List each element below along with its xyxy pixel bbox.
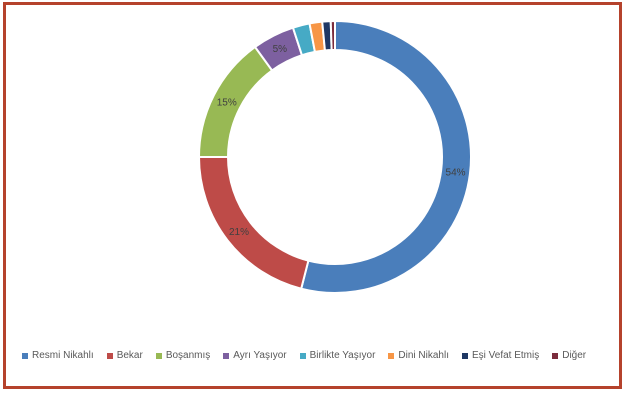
- legend-swatch: [223, 352, 230, 359]
- slice-1: [299, 19, 472, 294]
- legend-swatch: [388, 352, 395, 359]
- legend-swatch: [299, 352, 306, 359]
- data-label-1: 54%: [446, 168, 466, 179]
- legend-item-8: Diğer: [552, 350, 586, 361]
- data-label-3: 15%: [217, 97, 237, 108]
- legend-label: Resmi Nikahlı: [32, 350, 94, 361]
- slice-2: [197, 156, 310, 290]
- slice-8: [329, 19, 336, 52]
- donut-slices: [197, 19, 472, 294]
- legend-item-3: Boşanmış: [155, 350, 211, 361]
- legend-swatch: [22, 352, 28, 359]
- legend-item-6: Dini Nikahlı: [388, 350, 449, 361]
- chart-legend: Resmi Nikahlı Bekar Boşanmış Ayrı Yaşıyor Bi…: [22, 350, 612, 361]
- legend-item-7: Eşi Vefat Etmiş: [461, 350, 540, 361]
- legend-label: Diğer: [562, 350, 587, 361]
- legend-label: Ayrı Yaşıyor: [233, 350, 287, 361]
- legend-item-2: Bekar: [106, 350, 143, 361]
- chart-frame: [3, 2, 622, 389]
- legend-label: Birlikte Yaşıyor: [309, 350, 376, 361]
- data-labels: 54% 21% 15% 5%: [217, 44, 466, 238]
- legend-swatch: [552, 352, 559, 359]
- legend-swatch: [106, 352, 113, 359]
- legend-label: Boşanmış: [165, 350, 211, 361]
- legend-label: Eşi Vefat Etmiş: [471, 350, 540, 361]
- legend-label: Dini Nikahlı: [398, 350, 449, 361]
- data-label-2: 21%: [229, 227, 249, 238]
- legend-item-4: Ayrı Yaşıyor: [223, 350, 287, 361]
- legend-swatch: [155, 352, 162, 359]
- legend-item-5: Birlikte Yaşıyor: [299, 350, 376, 361]
- legend-swatch: [461, 352, 468, 359]
- legend-item-1: Resmi Nikahlı: [22, 350, 94, 361]
- legend-label: Bekar: [116, 350, 143, 361]
- data-label-4: 5%: [273, 44, 288, 55]
